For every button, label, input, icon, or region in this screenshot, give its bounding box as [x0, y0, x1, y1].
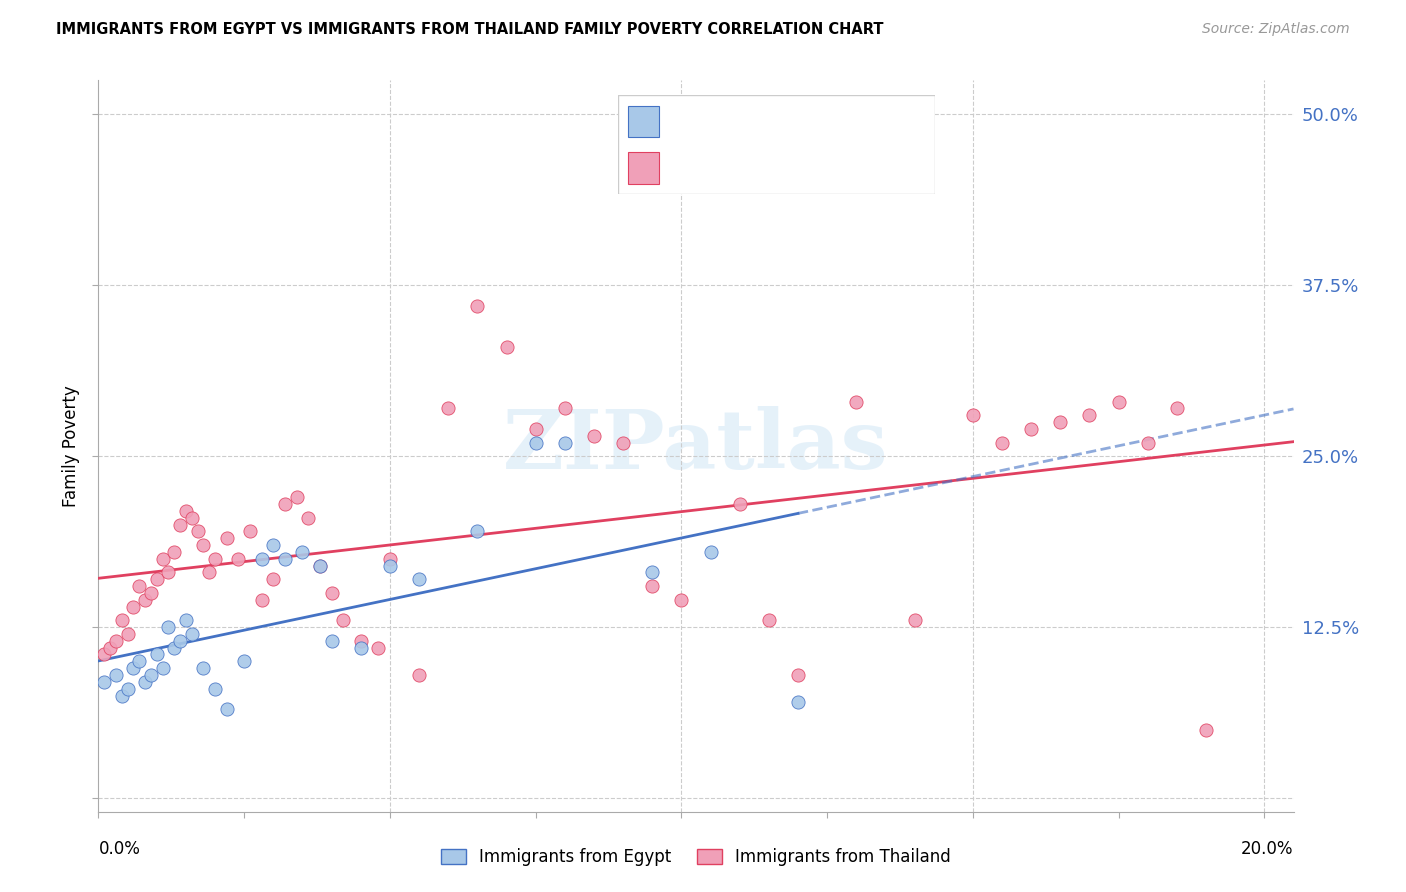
Point: [104, 633, 127, 648]
Point: [554, 401, 576, 416]
Point: [641, 579, 664, 593]
Point: [152, 661, 174, 675]
Point: [274, 551, 297, 566]
Point: [204, 551, 226, 566]
Point: [145, 572, 167, 586]
Point: [332, 613, 354, 627]
Point: [157, 566, 180, 580]
Point: [122, 661, 145, 675]
Y-axis label: Family Poverty: Family Poverty: [62, 385, 80, 507]
Point: [117, 681, 139, 696]
Point: [699, 545, 721, 559]
Point: [250, 551, 273, 566]
Point: [991, 435, 1014, 450]
Point: [180, 510, 202, 524]
Point: [111, 689, 134, 703]
Point: [612, 435, 634, 450]
Point: [297, 510, 319, 524]
Point: [228, 551, 250, 566]
Point: [139, 668, 162, 682]
Point: [93, 674, 115, 689]
Point: [198, 566, 221, 580]
Point: [903, 613, 925, 627]
Point: [378, 551, 401, 566]
Point: [1166, 401, 1188, 416]
Point: [163, 640, 186, 655]
Point: [962, 409, 984, 423]
Point: [169, 633, 191, 648]
Point: [350, 640, 373, 655]
Point: [408, 572, 430, 586]
Point: [104, 668, 127, 682]
Point: [309, 558, 332, 573]
Point: [728, 497, 751, 511]
Point: [98, 640, 121, 655]
Point: [134, 674, 156, 689]
Text: 0.0%: 0.0%: [98, 840, 141, 858]
Point: [134, 592, 156, 607]
Point: [139, 586, 162, 600]
Point: [174, 504, 197, 518]
Point: [321, 586, 343, 600]
Point: [408, 668, 430, 682]
Point: [163, 545, 186, 559]
Point: [1108, 394, 1130, 409]
Point: [128, 654, 150, 668]
Point: [117, 627, 139, 641]
Point: [1049, 415, 1071, 429]
Point: [1078, 409, 1101, 423]
Point: [157, 620, 180, 634]
Point: [1019, 422, 1042, 436]
Point: [554, 435, 576, 450]
Legend: Immigrants from Egypt, Immigrants from Thailand: Immigrants from Egypt, Immigrants from T…: [434, 841, 957, 873]
Point: [309, 558, 332, 573]
Text: IMMIGRANTS FROM EGYPT VS IMMIGRANTS FROM THAILAND FAMILY POVERTY CORRELATION CHA: IMMIGRANTS FROM EGYPT VS IMMIGRANTS FROM…: [56, 22, 884, 37]
Text: 20.0%: 20.0%: [1241, 840, 1294, 858]
Point: [186, 524, 208, 539]
Point: [671, 592, 693, 607]
Point: [180, 627, 202, 641]
Point: [174, 613, 197, 627]
Point: [262, 538, 284, 552]
Point: [758, 613, 780, 627]
Point: [250, 592, 273, 607]
Point: [285, 490, 308, 504]
Point: [262, 572, 284, 586]
Point: [291, 545, 314, 559]
Point: [1195, 723, 1218, 737]
Point: [215, 531, 238, 545]
Point: [524, 435, 547, 450]
Point: [145, 648, 167, 662]
Point: [122, 599, 145, 614]
Point: [93, 648, 115, 662]
Point: [467, 524, 489, 539]
Point: [274, 497, 297, 511]
Point: [193, 661, 215, 675]
Point: [128, 579, 150, 593]
Point: [233, 654, 256, 668]
Point: [193, 538, 215, 552]
Point: [239, 524, 262, 539]
Point: [437, 401, 460, 416]
Point: [845, 394, 868, 409]
Text: Source: ZipAtlas.com: Source: ZipAtlas.com: [1202, 22, 1350, 37]
Point: [367, 640, 389, 655]
Point: [215, 702, 238, 716]
Point: [787, 695, 810, 709]
Point: [350, 633, 373, 648]
Point: [641, 566, 664, 580]
Point: [1136, 435, 1159, 450]
Point: [787, 668, 810, 682]
Point: [169, 517, 191, 532]
Point: [204, 681, 226, 696]
Text: ZIPatlas: ZIPatlas: [503, 406, 889, 486]
Point: [524, 422, 547, 436]
Point: [378, 558, 401, 573]
Point: [111, 613, 134, 627]
Point: [582, 429, 605, 443]
Point: [495, 340, 517, 354]
Point: [467, 299, 489, 313]
Point: [321, 633, 343, 648]
Point: [152, 551, 174, 566]
